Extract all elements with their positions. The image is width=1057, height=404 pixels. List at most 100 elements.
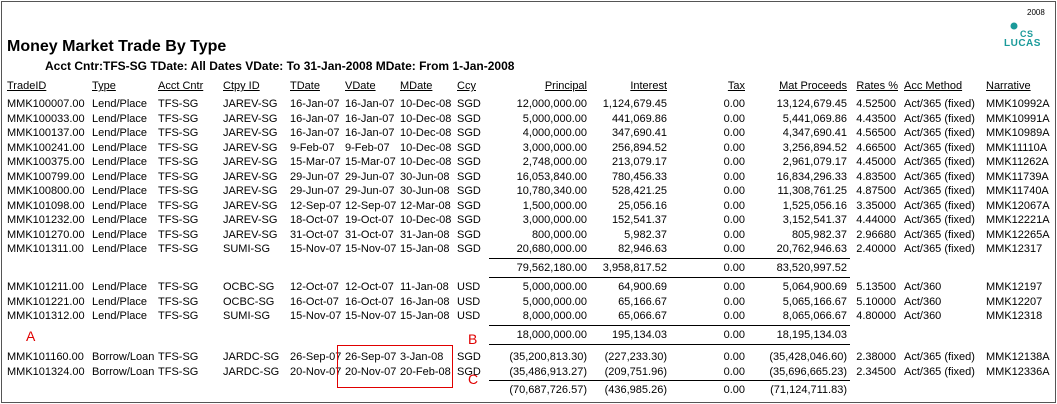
cell-mat-proceeds: 5,065,166.67	[782, 296, 847, 308]
cell-mat-proceeds: 2,961,079.17	[782, 156, 847, 168]
cell-mat-proceeds: 3,152,541.37	[782, 214, 847, 226]
cell-tdate: 29-Jun-07	[290, 185, 340, 197]
cell-tax: 0.00	[723, 281, 745, 293]
cell-mat-proceeds: 11,308,761.25	[777, 185, 847, 197]
cell-type: Lend/Place	[92, 113, 148, 125]
column-header-interest: Interest	[630, 80, 667, 92]
cell-trade-id: MMK100007.00	[7, 98, 85, 110]
cell-type: Lend/Place	[92, 214, 148, 226]
column-header-acct-cntr: Acct Cntr	[158, 80, 204, 92]
cell-tdate: 29-Jun-07	[290, 171, 340, 183]
cell-principal: 8,000,000.00	[522, 310, 587, 322]
cell-acct-cntr: TFS-SG	[158, 229, 199, 241]
cell-type: Borrow/Loan	[92, 351, 155, 363]
cell-type: Lend/Place	[92, 281, 148, 293]
cell-narrative: MMK12138A	[986, 351, 1050, 363]
cell-principal: 800,000.00	[531, 229, 587, 241]
cell-acct-cntr: TFS-SG	[158, 366, 199, 378]
cell-tdate: 12-Sep-07	[290, 200, 342, 212]
cell-mdate: 12-Mar-08	[400, 200, 451, 212]
cell-mat-proceeds: 5,064,900.69	[782, 281, 847, 293]
cell-principal: (35,200,813.30)	[509, 351, 587, 363]
cell-tax: 0.00	[723, 366, 745, 378]
cell-principal: 5,000,000.00	[522, 113, 587, 125]
cell-acct-cntr: TFS-SG	[158, 113, 199, 125]
cell-tax: 0.00	[723, 214, 745, 226]
cell-trade-id: MMK100033.00	[7, 113, 85, 125]
cell-principal: 10,780,340.00	[516, 185, 587, 197]
cell-ctpy-id: JAREV-SG	[223, 214, 278, 226]
cell-narrative: MMK11262A	[986, 156, 1049, 168]
cell-ccy: SGD	[457, 229, 481, 241]
subtotal-interest: 195,134.03	[611, 329, 667, 341]
subtotal-rule	[489, 258, 850, 259]
cell-principal: 5,000,000.00	[522, 296, 587, 308]
cell-mat-proceeds: 16,834,296.33	[776, 171, 847, 183]
annotation-a: A	[26, 328, 36, 344]
subtotal-tax: 0.00	[723, 384, 745, 396]
cell-vdate: 15-Mar-07	[345, 156, 396, 168]
cell-ctpy-id: JAREV-SG	[223, 200, 278, 212]
cell-ccy: SGD	[457, 243, 481, 255]
cell-type: Lend/Place	[92, 142, 148, 154]
cell-ctpy-id: JAREV-SG	[223, 229, 278, 241]
cell-tdate: 16-Jan-07	[290, 98, 340, 110]
cell-ctpy-id: SUMI-SG	[223, 310, 271, 322]
cell-trade-id: MMK100800.00	[7, 185, 85, 197]
column-header-mdate: MDate	[400, 80, 433, 92]
cell-vdate: 12-Sep-07	[345, 200, 397, 212]
cell-tax: 0.00	[723, 156, 745, 168]
cell-narrative: MMK11740A	[986, 185, 1049, 197]
cell-acc-method: Act/360	[904, 281, 942, 293]
column-header-mat-proceeds: Mat Proceeds	[779, 80, 847, 92]
cell-narrative: MMK12318	[986, 310, 1043, 322]
cell-ctpy-id: JAREV-SG	[223, 185, 278, 197]
report-subtitle: Acct Cntr:TFS-SG TDate: All Dates VDate:…	[45, 59, 515, 73]
cell-vdate: 26-Sep-07	[345, 351, 397, 363]
cell-narrative: MMK10992A	[986, 98, 1050, 110]
cell-principal: 4,000,000.00	[522, 127, 587, 139]
cell-type: Lend/Place	[92, 200, 148, 212]
cell-rate: 4.44000	[856, 214, 896, 226]
cell-type: Lend/Place	[92, 229, 148, 241]
cell-ccy: SGD	[457, 156, 481, 168]
subtotal-rule	[489, 325, 850, 326]
cell-tax: 0.00	[723, 296, 745, 308]
cell-acct-cntr: TFS-SG	[158, 171, 199, 183]
cell-trade-id: MMK100799.00	[7, 171, 85, 183]
cell-tax: 0.00	[723, 185, 745, 197]
cell-rate: 4.83500	[856, 171, 896, 183]
column-header-type: Type	[92, 80, 116, 92]
cell-type: Lend/Place	[92, 243, 148, 255]
cell-tdate: 18-Oct-07	[290, 214, 339, 226]
cell-rate: 5.10000	[856, 296, 896, 308]
cell-acc-method: Act/365 (fixed)	[904, 171, 975, 183]
cell-mdate: 10-Dec-08	[400, 156, 452, 168]
cell-mdate: 20-Feb-08	[400, 366, 451, 378]
cell-trade-id: MMK101312.00	[7, 310, 85, 322]
cell-mat-proceeds: 1,525,056.16	[782, 200, 847, 212]
cell-interest: 5,982.37	[624, 229, 667, 241]
cell-acct-cntr: TFS-SG	[158, 281, 199, 293]
column-header-narrative: Narrative	[986, 80, 1031, 92]
cell-vdate: 20-Nov-07	[345, 366, 397, 378]
cell-ccy: SGD	[457, 98, 481, 110]
subtotal-tax: 0.00	[723, 329, 745, 341]
subtotal-mat-proceeds: 18,195,134.03	[776, 329, 847, 341]
cell-mat-proceeds: 5,441,069.86	[782, 113, 847, 125]
cell-mat-proceeds: 805,982.37	[791, 229, 847, 241]
cell-vdate: 15-Nov-07	[345, 310, 397, 322]
cell-tdate: 16-Jan-07	[290, 127, 340, 139]
cell-principal: 3,000,000.00	[522, 214, 587, 226]
cell-mdate: 10-Dec-08	[400, 113, 452, 125]
cell-acc-method: Act/365 (fixed)	[904, 229, 975, 241]
cell-mdate: 16-Jan-08	[400, 296, 450, 308]
cell-ccy: SGD	[457, 185, 481, 197]
cell-interest: 65,066.67	[618, 310, 667, 322]
column-header-principal: Principal	[544, 80, 587, 92]
logo-text-line2: LUCAS	[1004, 38, 1041, 49]
cell-rate: 4.80000	[856, 310, 896, 322]
cell-ctpy-id: JARDC-SG	[223, 366, 280, 378]
cell-vdate: 15-Nov-07	[345, 243, 397, 255]
cell-rate: 4.52500	[856, 98, 896, 110]
